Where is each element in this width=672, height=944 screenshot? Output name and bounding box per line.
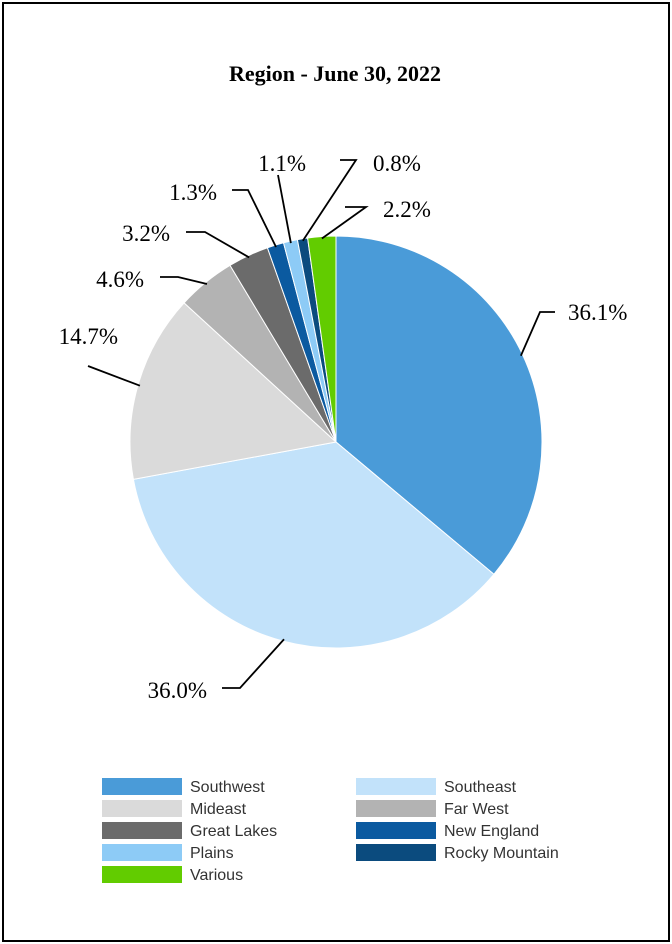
data-label-southeast: 36.0% [148,678,207,703]
leader-line-rocky-mountain [302,159,358,242]
data-label-southwest: 36.1% [568,300,627,325]
legend-label: Plains [190,845,234,862]
data-label-far-west: 4.6% [96,267,144,292]
leader-line-great-lakes [186,231,250,259]
pie-slice-various [307,235,337,443]
leader-line-new-england [232,189,277,248]
legend-item-rocky-mountain: Rocky Mountain [356,844,559,862]
data-label-new-england: 1.3% [169,180,217,205]
leader-line-southwest [520,311,555,357]
legend-swatch [102,778,182,795]
legend-label: Mideast [190,801,247,818]
legend-label: Various [190,867,243,884]
legend-item-various: Various [102,866,243,884]
legend-swatch [356,844,436,861]
legend-swatch [356,778,436,795]
legend-item-mideast: Mideast [102,800,247,818]
legend-item-great-lakes: Great Lakes [102,822,277,840]
data-label-mideast: 14.7% [59,324,118,349]
legend-item-plains: Plains [102,844,234,862]
pie-slice-southwest [335,235,543,576]
legend-swatch [102,800,182,817]
pie-slices [129,235,543,649]
legend-swatch [102,844,182,861]
legend-item-far-west: Far West [356,800,509,818]
data-label-great-lakes: 3.2% [122,221,170,246]
legend-label: Southwest [190,779,265,796]
legend-swatch [356,822,436,839]
leader-lines [87,159,555,689]
legend-swatch [356,800,436,817]
leader-line-southeast [222,638,285,689]
legend-swatch [102,866,182,883]
data-label-various: 2.2% [383,197,431,222]
leader-line-far-west [160,276,208,285]
data-label-plains: 1.1% [258,151,306,176]
legend-item-southwest: Southwest [102,778,265,796]
legend-label: New England [444,823,539,840]
percent-labels: 36.1% 36.0% 14.7% 4.6% 3.2% 1.3% 1.1% 0.8% 2.2% [59,151,628,703]
legend-label: Great Lakes [190,823,277,840]
legend-item-new-england: New England [356,822,539,840]
leader-line-plains [277,174,292,244]
legend: Southwest Southeast Mideast Far West Great L… [102,778,559,884]
leader-line-mideast [87,365,141,387]
legend-item-southeast: Southeast [356,778,517,796]
legend-label: Rocky Mountain [444,845,559,862]
legend-swatch [102,822,182,839]
legend-label: Far West [444,801,509,818]
leader-line-various [321,206,369,240]
chart-title: Region - June 30, 2022 [229,61,441,86]
legend-label: Southeast [444,779,517,796]
data-label-rocky-mountain: 0.8% [373,151,421,176]
